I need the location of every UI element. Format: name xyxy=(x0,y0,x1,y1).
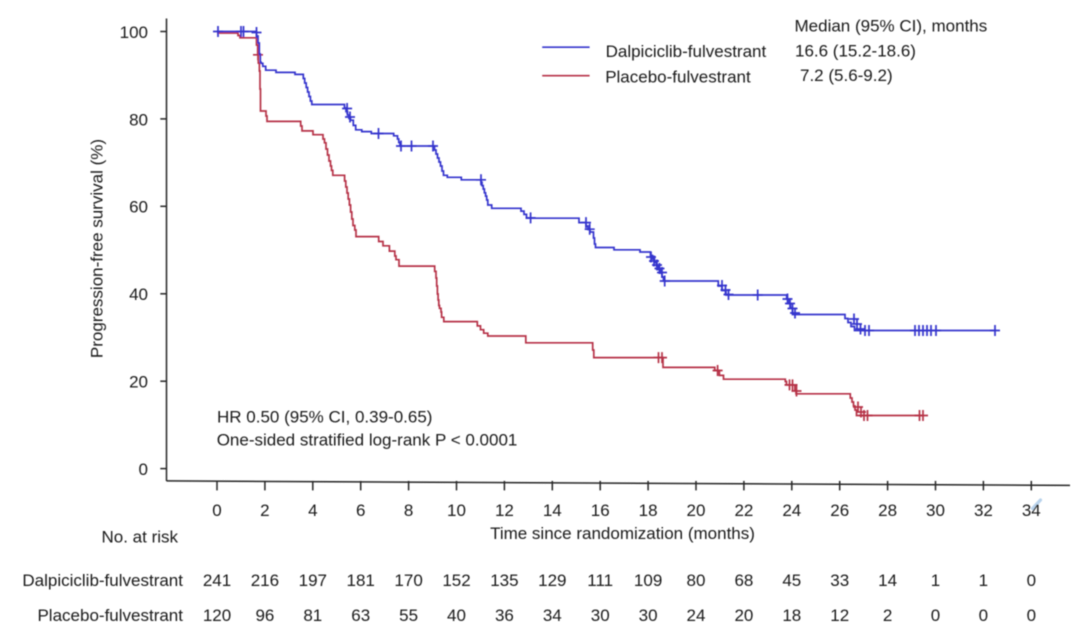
svg-text:4: 4 xyxy=(308,501,317,520)
svg-text:30: 30 xyxy=(639,606,658,625)
svg-text:26: 26 xyxy=(830,501,849,520)
svg-text:No. at risk: No. at risk xyxy=(102,528,179,547)
svg-text:24: 24 xyxy=(687,606,706,625)
svg-text:129: 129 xyxy=(538,571,566,590)
svg-text:18: 18 xyxy=(782,606,801,625)
svg-text:20: 20 xyxy=(129,373,148,392)
svg-text:1: 1 xyxy=(931,571,940,590)
svg-text:170: 170 xyxy=(394,571,422,590)
svg-text:36: 36 xyxy=(495,606,514,625)
svg-text:63: 63 xyxy=(351,606,370,625)
svg-text:2: 2 xyxy=(260,501,269,520)
svg-text:152: 152 xyxy=(442,571,470,590)
svg-text:181: 181 xyxy=(347,571,375,590)
svg-text:1: 1 xyxy=(979,571,988,590)
svg-text:60: 60 xyxy=(129,198,148,217)
svg-text:16: 16 xyxy=(591,501,610,520)
svg-text:7.2 (5.6-9.2): 7.2 (5.6-9.2) xyxy=(800,66,893,85)
svg-text:241: 241 xyxy=(203,571,231,590)
svg-text:16.6 (15.2-18.6): 16.6 (15.2-18.6) xyxy=(795,42,916,61)
svg-text:0: 0 xyxy=(139,460,148,479)
svg-text:30: 30 xyxy=(591,606,610,625)
svg-text:40: 40 xyxy=(447,606,466,625)
svg-text:120: 120 xyxy=(203,606,231,625)
svg-text:12: 12 xyxy=(830,606,849,625)
svg-text:2: 2 xyxy=(883,606,892,625)
svg-text:135: 135 xyxy=(490,571,518,590)
svg-text:100: 100 xyxy=(120,23,148,42)
svg-text:55: 55 xyxy=(399,606,418,625)
svg-text:80: 80 xyxy=(129,110,148,129)
svg-text:68: 68 xyxy=(734,571,753,590)
svg-text:Time since randomization (mont: Time since randomization (months) xyxy=(490,524,755,543)
svg-text:34: 34 xyxy=(543,606,562,625)
svg-text:28: 28 xyxy=(878,501,897,520)
svg-text:Progression-free survival (%): Progression-free survival (%) xyxy=(88,139,107,358)
svg-text:45: 45 xyxy=(782,571,801,590)
svg-text:32: 32 xyxy=(974,501,993,520)
svg-text:0: 0 xyxy=(1027,606,1036,625)
svg-text:Median (95% CI), months: Median (95% CI), months xyxy=(795,17,988,36)
svg-text:109: 109 xyxy=(634,571,662,590)
svg-text:80: 80 xyxy=(687,571,706,590)
svg-text:216: 216 xyxy=(251,571,279,590)
svg-text:HR 0.50 (95% CI, 0.39-0.65): HR 0.50 (95% CI, 0.39-0.65) xyxy=(217,408,432,427)
svg-text:Dalpiciclib-fulvestrant: Dalpiciclib-fulvestrant xyxy=(606,42,767,61)
svg-text:10: 10 xyxy=(447,501,466,520)
svg-text:14: 14 xyxy=(543,501,562,520)
svg-text:40: 40 xyxy=(129,285,148,304)
svg-text:18: 18 xyxy=(639,501,658,520)
svg-text:20: 20 xyxy=(687,501,706,520)
svg-text:20: 20 xyxy=(734,606,753,625)
svg-text:Placebo-fulvestrant: Placebo-fulvestrant xyxy=(605,68,751,87)
svg-text:0: 0 xyxy=(212,501,221,520)
svg-text:197: 197 xyxy=(299,571,327,590)
svg-text:14: 14 xyxy=(878,571,897,590)
svg-text:22: 22 xyxy=(734,501,753,520)
svg-text:33: 33 xyxy=(830,571,849,590)
svg-text:6: 6 xyxy=(356,501,365,520)
svg-text:30: 30 xyxy=(926,501,945,520)
svg-text:111: 111 xyxy=(587,571,613,590)
svg-text:96: 96 xyxy=(255,606,274,625)
svg-text:Placebo-fulvestrant: Placebo-fulvestrant xyxy=(37,606,183,625)
svg-text:81: 81 xyxy=(303,606,322,625)
svg-text:One-sided stratified log-rank: One-sided stratified log-rank P < 0.0001 xyxy=(217,430,518,449)
svg-text:0: 0 xyxy=(979,606,988,625)
svg-text:Dalpiciclib-fulvestrant: Dalpiciclib-fulvestrant xyxy=(22,571,183,590)
svg-text:24: 24 xyxy=(782,501,801,520)
svg-text:8: 8 xyxy=(404,501,413,520)
svg-text:34: 34 xyxy=(1022,501,1041,520)
svg-text:0: 0 xyxy=(931,606,940,625)
svg-text:0: 0 xyxy=(1027,571,1036,590)
svg-text:12: 12 xyxy=(495,501,514,520)
